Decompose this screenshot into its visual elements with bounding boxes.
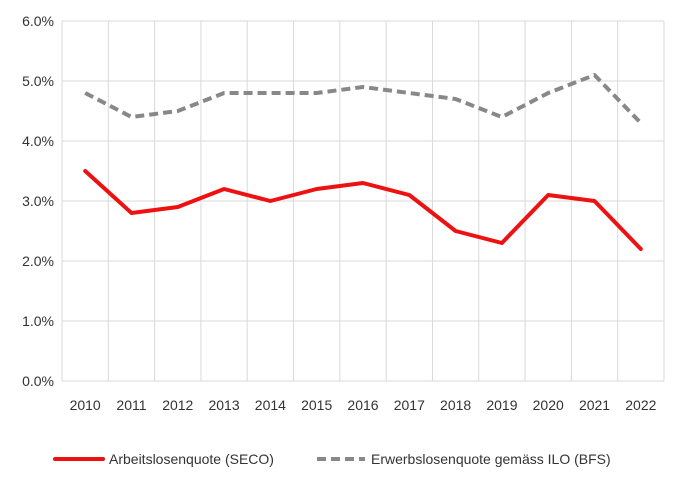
legend-label: Erwerbslosenquote gemäss ILO (BFS) — [371, 451, 611, 467]
x-tick-label: 2017 — [394, 397, 425, 413]
x-tick-label: 2010 — [70, 397, 101, 413]
y-tick-label: 1.0% — [22, 313, 54, 329]
x-tick-label: 2011 — [116, 397, 146, 413]
legend: Arbeitslosenquote (SECO) Erwerbslosenquot… — [53, 451, 611, 467]
y-axis: 0.0% 1.0% 2.0% 3.0% 4.0% 5.0% 6.0% — [22, 13, 54, 389]
series-line-2 — [84, 73, 643, 125]
x-tick-label: 2016 — [347, 397, 378, 413]
x-tick-label: 2013 — [208, 397, 239, 413]
y-tick-label: 0.0% — [22, 373, 54, 389]
x-tick-label: 2022 — [625, 397, 656, 413]
x-tick-label: 2015 — [301, 397, 332, 413]
y-tick-label: 5.0% — [22, 73, 54, 89]
y-tick-label: 6.0% — [22, 13, 54, 29]
series-line-1 — [83, 169, 643, 251]
x-tick-label: 2021 — [579, 397, 610, 413]
x-axis: 2010 2011 2012 2013 2014 2015 2016 2017 2018 2019… — [70, 397, 657, 413]
y-tick-label: 2.0% — [22, 253, 54, 269]
x-tick-label: 2018 — [440, 397, 471, 413]
plot-area: 0.0%1.0%2.0%3.0%4.0%5.0%6.0% 2010 2011 201… — [22, 13, 665, 413]
x-tick-label: 2019 — [486, 397, 517, 413]
y-tick-label: 4.0% — [22, 133, 54, 149]
x-tick-label: 2012 — [162, 397, 193, 413]
grid-lines — [61, 20, 665, 382]
legend-label: Arbeitslosenquote (SECO) — [109, 451, 274, 467]
series-layer — [83, 73, 643, 251]
x-tick-label: 2020 — [533, 397, 564, 413]
x-tick-label: 2014 — [255, 397, 286, 413]
y-tick-label: 3.0% — [22, 193, 54, 209]
